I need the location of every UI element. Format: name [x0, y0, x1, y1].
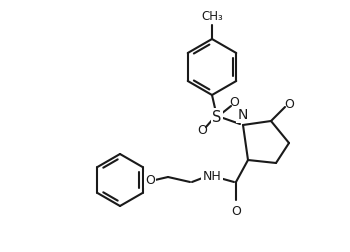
Text: N: N: [238, 108, 248, 122]
Text: O: O: [197, 124, 207, 138]
Text: O: O: [284, 98, 294, 110]
Text: O: O: [145, 173, 155, 186]
Text: O: O: [229, 96, 239, 109]
Text: S: S: [212, 110, 222, 124]
Text: NH: NH: [203, 170, 221, 182]
Text: O: O: [231, 205, 241, 218]
Text: CH₃: CH₃: [201, 10, 223, 23]
